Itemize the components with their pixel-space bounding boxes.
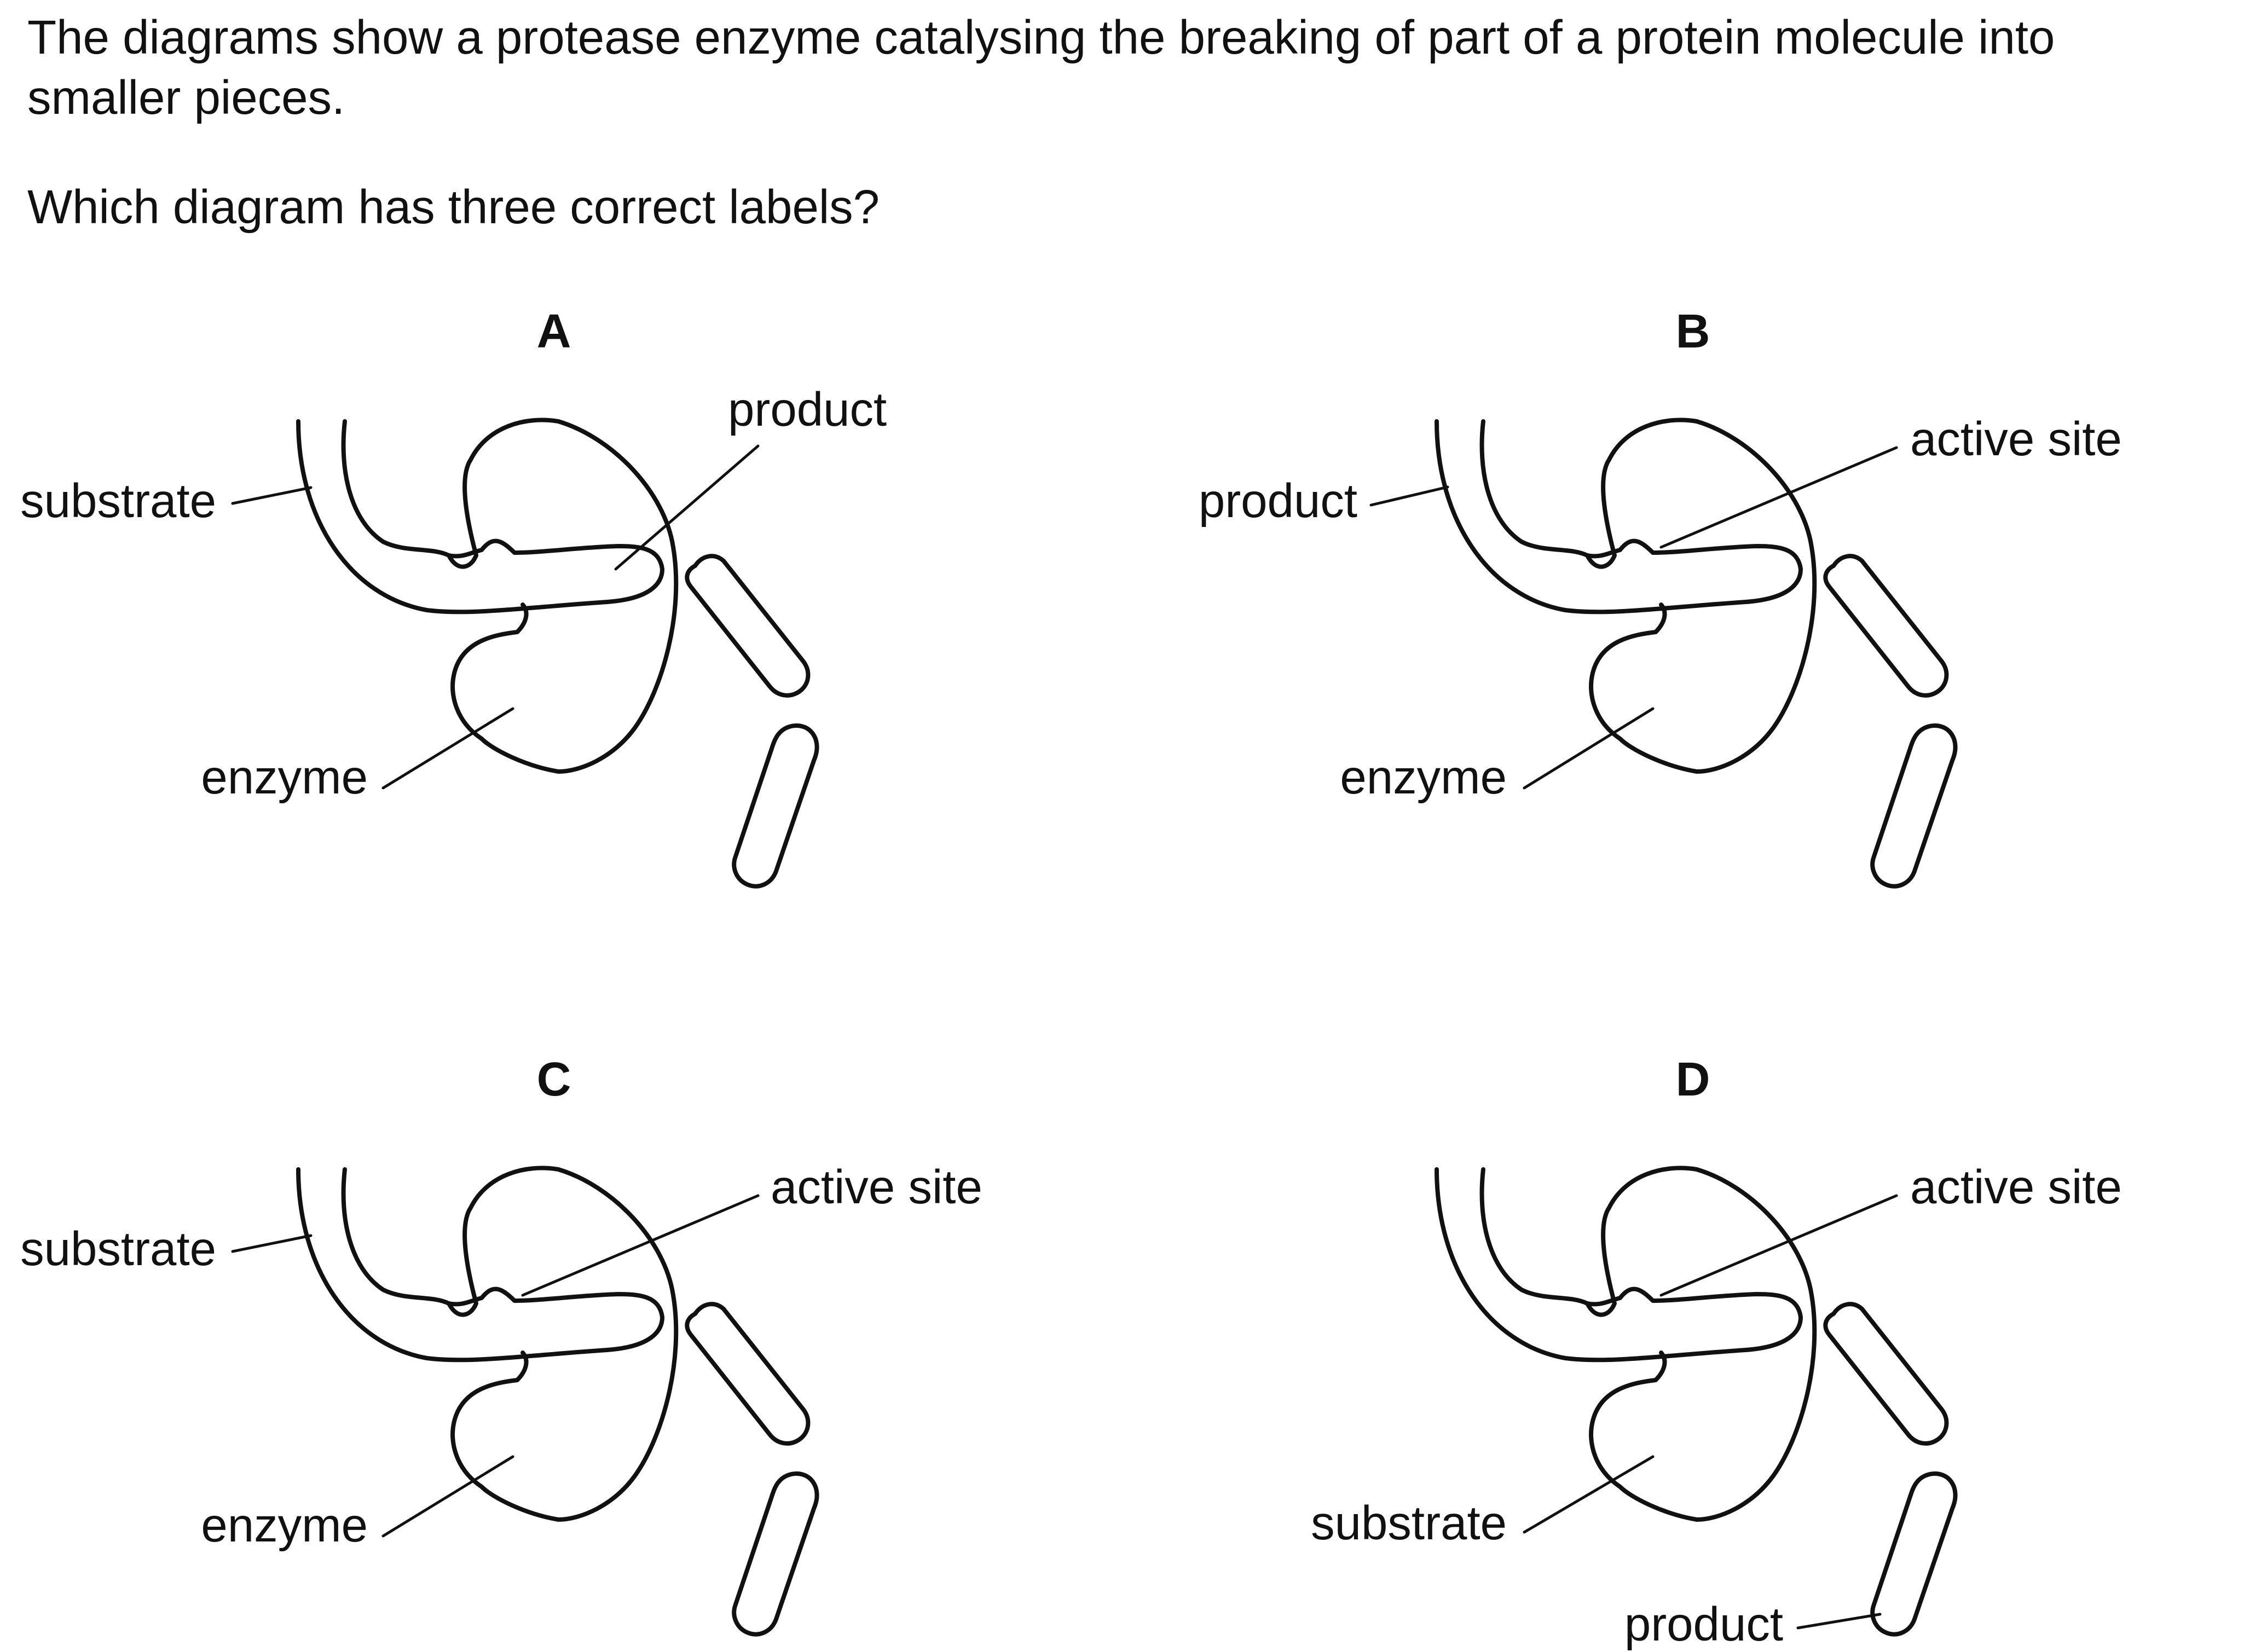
label-leader-line — [521, 1194, 760, 1297]
question-intro: The diagrams show a protease enzyme cata… — [27, 11, 2055, 124]
diagram-letter: B — [1676, 305, 1710, 358]
diagram-d: D active site substrate product — [1311, 1053, 2122, 1651]
enzyme-substrate-illustration — [298, 420, 817, 886]
label-leader-line — [1796, 1613, 1882, 1630]
label-active-site: active site — [1910, 1161, 2122, 1214]
label-substrate: substrate — [20, 474, 216, 528]
label-leader-line — [1659, 446, 1898, 549]
label-active-site: active site — [771, 1161, 982, 1214]
label-leader-line — [381, 707, 514, 790]
enzyme-substrate-illustration — [1437, 1168, 1956, 1634]
label-leader-line — [231, 486, 313, 505]
enzyme-substrate-illustration — [1437, 420, 1956, 886]
label-product: product — [1624, 1598, 1783, 1651]
label-substrate: substrate — [20, 1222, 216, 1276]
diagram-letter: C — [537, 1053, 571, 1106]
enzyme-substrate-illustration — [298, 1168, 817, 1634]
label-product: product — [728, 383, 887, 436]
question-prompt: Which diagram has three correct labels? — [27, 181, 880, 234]
label-product: product — [1199, 474, 1357, 528]
label-leader-line — [1369, 485, 1449, 507]
label-enzyme: enzyme — [201, 1499, 368, 1552]
diagram-letter: D — [1676, 1053, 1710, 1106]
label-active-site: active site — [1910, 413, 2122, 466]
diagram-c: C substrate active site enzyme — [20, 1053, 982, 1634]
diagram-b: B product active site enzyme — [1199, 305, 2122, 886]
label-enzyme: enzyme — [1340, 751, 1507, 804]
label-substrate: substrate — [1311, 1497, 1507, 1550]
diagram-a: A substrate product enzyme — [20, 305, 887, 886]
label-leader-line — [614, 444, 760, 571]
label-leader-line — [231, 1234, 313, 1253]
label-leader-line — [1659, 1194, 1898, 1297]
diagram-letter: A — [537, 305, 571, 358]
label-enzyme: enzyme — [201, 751, 368, 804]
label-leader-line — [1523, 1455, 1655, 1534]
label-leader-line — [381, 1455, 514, 1538]
label-leader-line — [1523, 707, 1655, 790]
